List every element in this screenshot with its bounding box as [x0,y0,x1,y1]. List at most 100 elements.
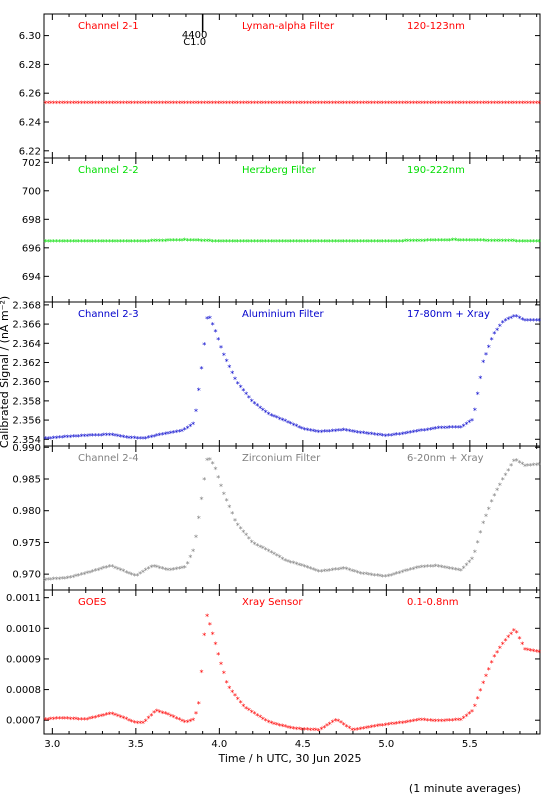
data-point: * [462,715,466,724]
data-point: * [94,432,98,441]
data-point: * [336,99,340,108]
data-point: * [236,521,240,530]
data-point: * [504,471,508,480]
data-point: * [278,722,282,731]
data-point: * [197,237,201,246]
data-point: * [294,99,298,108]
data-point: * [445,99,449,108]
data-point: * [417,99,421,108]
data-point: * [253,541,257,550]
data-point: * [255,542,259,551]
data-point: * [342,427,346,436]
data-point: * [531,647,535,656]
data-point: * [138,99,142,108]
data-point: * [492,492,496,501]
data-point: * [308,427,312,436]
data-point: * [71,715,75,724]
data-point: * [462,565,466,574]
data-point: * [464,99,468,108]
y-tick-label: 0.0009 [6,654,41,665]
data-point: * [451,237,455,246]
data-point: * [498,237,502,246]
data-point: * [495,649,499,658]
data-point: * [425,426,429,435]
data-point: * [504,99,508,108]
data-point: * [155,564,159,573]
data-point: * [506,634,510,643]
data-point: * [264,99,268,108]
data-point: * [526,238,530,247]
data-point: * [202,341,206,350]
data-point: * [520,640,524,649]
data-point: * [66,575,70,584]
data-point: * [121,238,125,247]
data-point: * [133,719,137,728]
data-point: * [384,99,388,108]
data-point: * [286,238,290,247]
data-point: * [509,314,513,323]
data-point: * [264,238,268,247]
data-point: * [239,99,243,108]
data-point: * [406,99,410,108]
y-tick-label: 2.366 [12,320,41,331]
data-point: * [328,720,332,729]
data-point: * [96,238,100,247]
data-point: * [202,476,206,485]
data-point: * [420,564,424,573]
data-point: * [250,99,254,108]
data-point: * [88,715,92,724]
data-point: * [66,99,70,108]
data-point: * [297,561,301,570]
data-point: * [484,237,488,246]
data-point: * [222,490,226,499]
data-point: * [531,238,535,247]
data-point: * [487,505,491,514]
data-point: * [311,238,315,247]
data-point: * [305,726,309,735]
data-point: * [347,725,351,734]
panel-4-band-label: 6-20nm + Xray [407,453,484,464]
data-point: * [264,408,268,417]
data-point: * [481,99,485,108]
data-point: * [358,570,362,579]
data-point: * [269,720,273,729]
y-tick-label: 696 [22,243,41,254]
data-point: * [453,566,457,575]
data-point: * [523,462,527,471]
data-point: * [314,99,318,108]
data-point: * [481,359,485,368]
data-point: * [133,572,137,581]
data-point: * [194,99,198,108]
data-point: * [286,724,290,733]
data-point: * [361,238,365,247]
data-point: * [520,238,524,247]
data-point: * [149,238,153,247]
data-point: * [292,238,296,247]
data-point: * [255,712,259,721]
panel-1-frame [43,13,541,159]
data-point: * [166,711,170,720]
data-point: * [289,420,293,429]
data-point: * [417,716,421,725]
data-point: * [236,99,240,108]
data-point: * [250,538,254,547]
data-point: * [400,238,404,247]
y-tick-label: 694 [22,272,41,283]
y-tick-label: 2.360 [12,377,41,388]
data-point: * [289,99,293,108]
data-point: * [420,427,424,436]
data-point: * [425,563,429,572]
data-point: * [152,433,156,442]
data-point: * [372,572,376,581]
data-point: * [144,567,148,576]
data-point: * [517,315,521,324]
data-point: * [52,238,56,247]
data-point: * [386,99,390,108]
data-point: * [213,238,217,247]
data-point: * [487,99,491,108]
data-point: * [331,238,335,247]
data-point: * [239,238,243,247]
data-point: * [107,563,111,572]
data-point: * [531,462,535,471]
data-point: * [392,720,396,729]
